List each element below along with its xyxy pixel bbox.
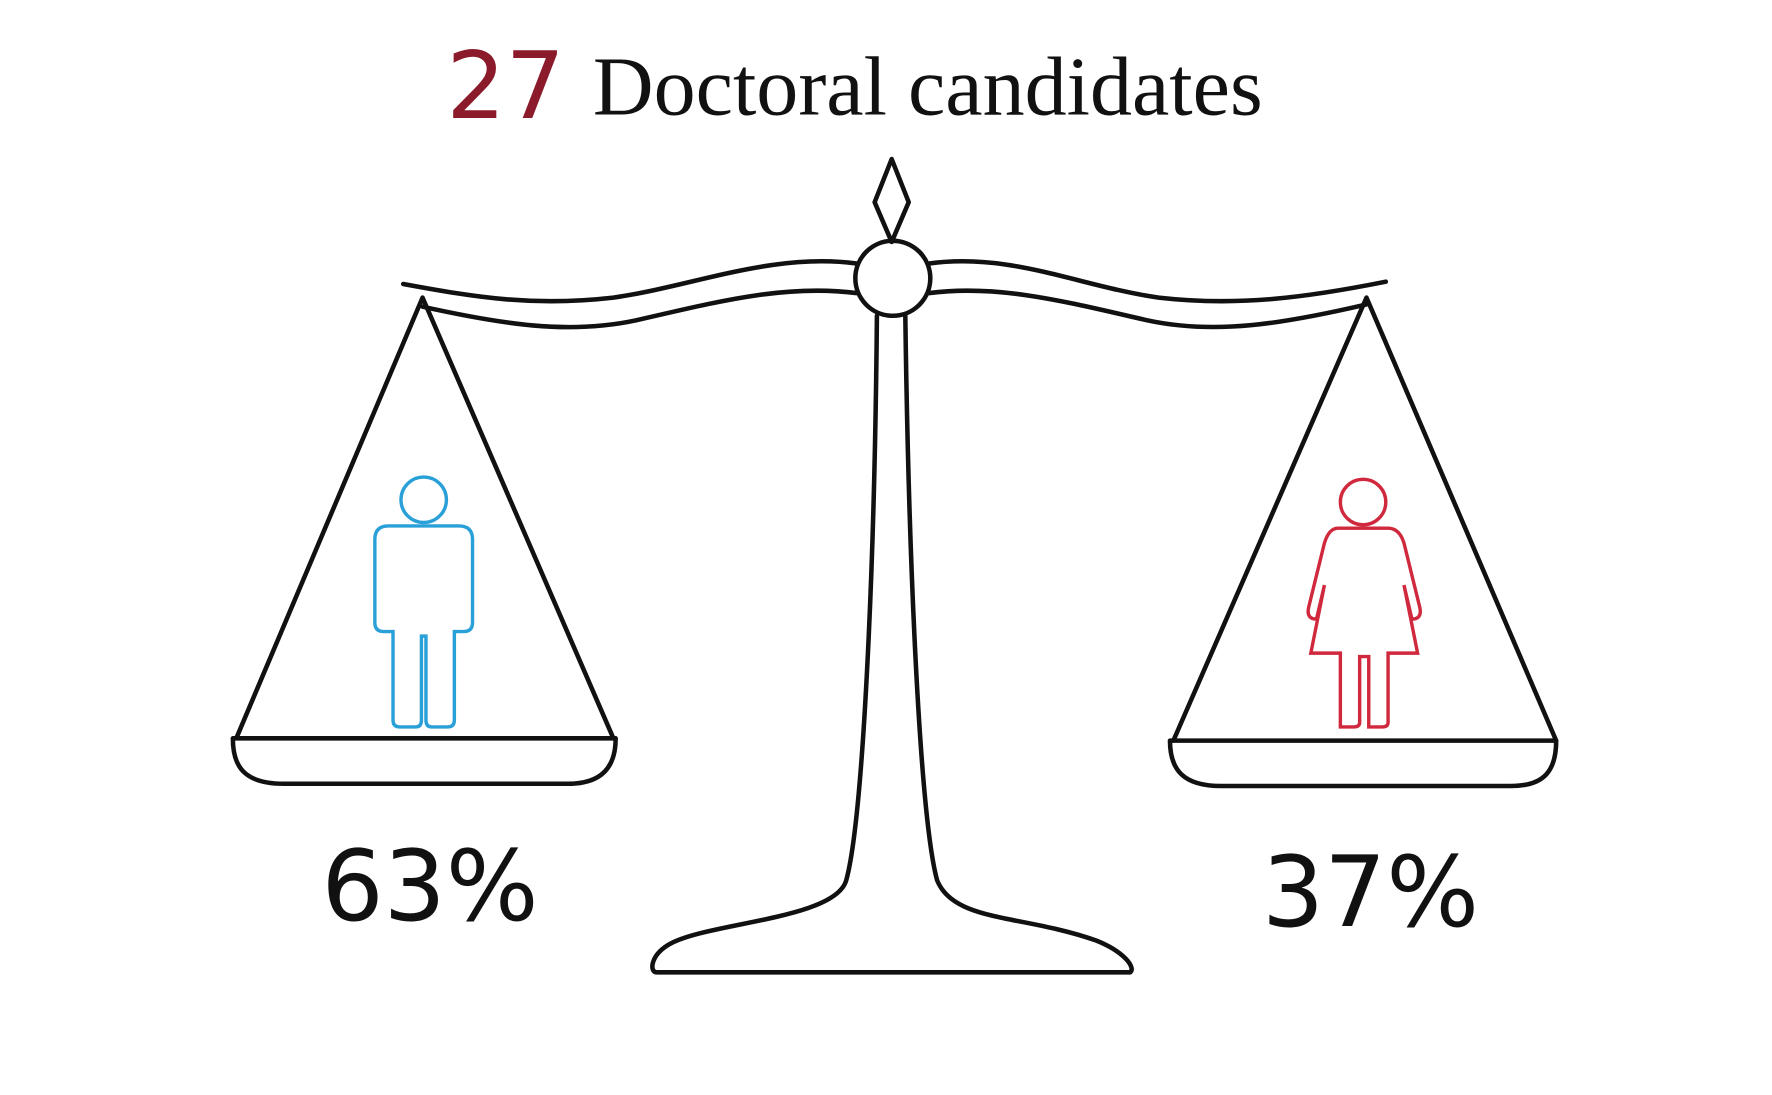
- drawing-part: [230, 736, 618, 787]
- drawing-part: [1306, 526, 1422, 729]
- drawing-part: [400, 258, 859, 304]
- drawing-part: [872, 156, 911, 245]
- drawing-part: [926, 258, 1389, 304]
- woman-icon: [1306, 477, 1422, 729]
- title: Doctoral candidates: [593, 41, 1263, 134]
- drawing-part: [1171, 295, 1559, 743]
- drawing-part: [399, 475, 449, 525]
- drawing-part: [420, 288, 859, 330]
- left-percent: 63%: [321, 830, 538, 944]
- drawing-part: [853, 238, 933, 319]
- drawing-part: [1338, 477, 1388, 527]
- count: 27: [446, 32, 565, 140]
- balance-scale: [230, 156, 1559, 975]
- drawing-part: [233, 295, 616, 741]
- drawing-part: [650, 313, 1134, 975]
- right-percent: 37%: [1262, 836, 1479, 950]
- man-icon: [373, 475, 475, 729]
- drawing-part: [1167, 738, 1559, 789]
- drawing-part: [373, 524, 475, 729]
- drawing-part: [926, 288, 1369, 330]
